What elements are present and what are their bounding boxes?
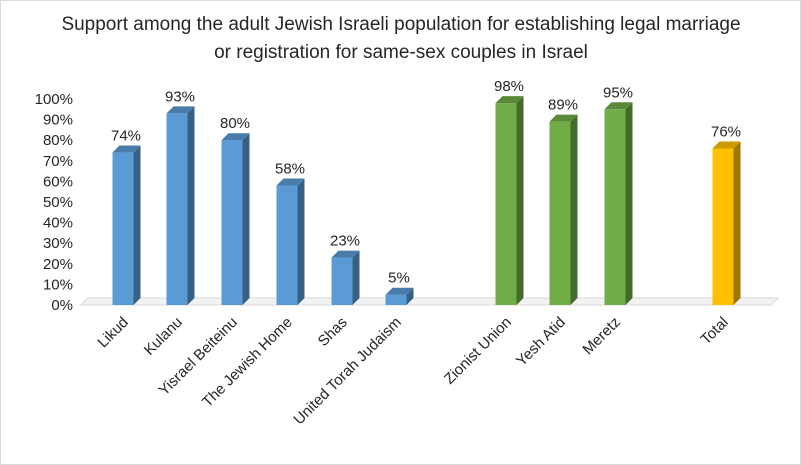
bar-top — [604, 102, 633, 110]
category-label: Likud — [94, 314, 131, 351]
y-tick-label: 50% — [43, 194, 73, 211]
data-label: 23% — [330, 233, 360, 250]
bar-side — [352, 250, 360, 305]
bar — [549, 114, 578, 305]
bar-side — [406, 287, 414, 305]
data-label: 95% — [603, 84, 633, 101]
category-label: Yesh Atid — [513, 314, 569, 370]
y-tick-label: 0% — [51, 297, 73, 314]
data-label: 80% — [220, 115, 250, 132]
data-label: 58% — [275, 161, 305, 178]
data-labels: 74% 93% 80% 58% 23% 5% 98% 89% 95% 76% — [111, 78, 741, 287]
data-label: 89% — [548, 97, 578, 114]
data-label: 76% — [711, 123, 741, 140]
y-tick-label: 20% — [43, 256, 73, 273]
bar — [331, 250, 360, 305]
bar — [604, 102, 633, 305]
data-label: 98% — [494, 78, 524, 95]
y-tick-label: 40% — [43, 215, 73, 232]
bar-front — [112, 152, 134, 305]
bar-top — [166, 106, 195, 114]
bar-side — [570, 114, 578, 305]
bar-front — [166, 113, 188, 305]
bar-side — [516, 96, 524, 306]
bars — [112, 96, 741, 306]
bar-top — [385, 287, 414, 295]
bar-top — [549, 114, 578, 122]
category-label: Meretz — [579, 314, 623, 358]
category-label: Zionist Union — [441, 314, 515, 388]
bar-top — [276, 178, 305, 186]
y-tick-label: 90% — [43, 112, 73, 129]
bar — [276, 178, 305, 305]
bar-side — [187, 106, 195, 305]
bar-top — [495, 96, 524, 104]
bar — [385, 287, 414, 305]
y-tick-label: 10% — [43, 276, 73, 293]
bar-front — [276, 185, 298, 305]
bar-side — [242, 133, 250, 305]
chart-title: Support among the adult Jewish Israeli p… — [61, 14, 741, 63]
category-label: Shas — [315, 314, 351, 350]
bar-side — [297, 178, 305, 305]
bar — [221, 133, 250, 305]
bar-front — [221, 140, 243, 305]
bar-front — [604, 109, 626, 305]
y-tick-label: 60% — [43, 173, 73, 190]
bar-front — [331, 257, 353, 305]
bar-side — [133, 145, 141, 305]
category-label: Kulanu — [141, 314, 186, 359]
bar-front — [385, 294, 407, 305]
y-tick-label: 80% — [43, 132, 73, 149]
bar-top — [112, 145, 141, 153]
bar-top — [712, 141, 741, 149]
category-label: Total — [697, 314, 731, 348]
bar-top — [331, 250, 360, 258]
y-tick-label: 100% — [35, 91, 73, 108]
bar-side — [733, 141, 741, 305]
category-label: United Torah Judaism — [290, 314, 404, 428]
data-label: 74% — [111, 128, 141, 145]
bar — [166, 106, 195, 305]
y-tick-label: 30% — [43, 235, 73, 252]
bar-front — [712, 148, 734, 305]
bar-top — [221, 133, 250, 141]
floor-plane — [79, 297, 780, 306]
data-label: 5% — [388, 270, 410, 287]
chart-floor — [79, 297, 780, 306]
bar-side — [625, 102, 633, 305]
bar-front — [549, 121, 571, 305]
y-axis: 0% 10% 20% 30% 40% 50% 60% 70% 80% 90% 100% — [35, 91, 73, 314]
bar — [495, 96, 524, 306]
y-tick-label: 70% — [43, 153, 73, 170]
bar — [712, 141, 741, 305]
bar-front — [495, 103, 517, 306]
data-label: 93% — [165, 88, 195, 105]
bar — [112, 145, 141, 305]
